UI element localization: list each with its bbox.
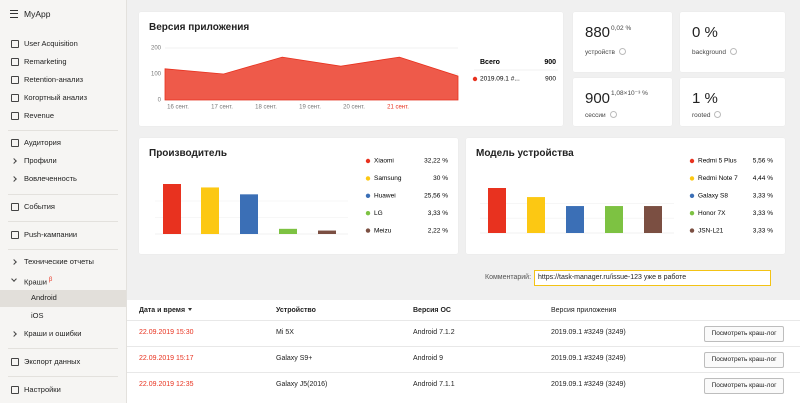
nav-icon (11, 386, 19, 394)
view-log-button[interactable]: Посмотреть краш-лог (704, 352, 784, 368)
column-header-text: Дата и время (139, 307, 186, 314)
beta-badge: β (48, 277, 53, 283)
table-cell: Android 7.1.2 (413, 329, 455, 336)
table-cell: 2019.09.1 #3249 (3249) (551, 329, 626, 336)
sort-arrow (188, 308, 193, 311)
table-row: 22.09.2019 15:30 Mi 5X Android 7.1.2 2019.0… (127, 320, 800, 346)
nav-icon (11, 231, 19, 239)
comment-label: Комментарий: (485, 274, 532, 281)
table-cell: Android 9 (413, 355, 443, 362)
table-cell: 22.09.2019 12:35 (139, 381, 194, 388)
manufacturer-card: Производитель (139, 138, 458, 254)
table-cell: Mi 5X (276, 329, 294, 336)
nav-item[interactable]: Настройки (24, 385, 61, 394)
nav-item[interactable]: Когортный анализ (24, 93, 88, 102)
metric-note: 0,02 % (611, 25, 632, 32)
column-header: Устройство (276, 307, 316, 314)
info-icon[interactable] (714, 111, 722, 118)
nav-icon (11, 203, 19, 211)
nav-icon (11, 94, 19, 102)
column-header[interactable]: Дата и время (139, 307, 193, 314)
nav-item[interactable]: User Acquisition (24, 39, 78, 48)
menu-icon[interactable] (10, 10, 18, 18)
metric-card: 1 % rooted (680, 78, 785, 126)
divider (8, 376, 118, 377)
info-icon[interactable] (609, 111, 617, 118)
nav-icon (11, 76, 19, 84)
metric-card: 880 0,02 % устройств (573, 12, 672, 72)
nav-item[interactable]: Android (31, 293, 57, 302)
column-header: Версия ОС (413, 307, 451, 314)
metric-label-text: устройств (585, 49, 615, 56)
nav-item[interactable]: Retention-анализ (24, 75, 84, 84)
metric-note: 1,08×10⁻³ % (611, 90, 648, 97)
metric-value: 1 % (692, 90, 718, 107)
metric-value: 0 % (692, 24, 718, 41)
divider (8, 130, 118, 131)
table-cell: 2019.09.1 #3249 (3249) (551, 381, 626, 388)
nav-item[interactable]: Push-кампании (24, 230, 78, 239)
divider (8, 194, 118, 195)
nav-item[interactable]: Экспорт данных (24, 357, 81, 366)
table-row: 22.09.2019 15:17 Galaxy S9+ Android 9 2019.… (127, 346, 800, 372)
version-card: Версия приложения (139, 12, 563, 126)
table-cell: Galaxy S9+ (276, 355, 313, 362)
chevron (11, 331, 17, 337)
chevron (11, 276, 17, 282)
nav-icon (11, 112, 19, 120)
table-cell: 2019.09.1 #3249 (3249) (551, 355, 626, 362)
card-title: Версия приложения (149, 22, 250, 33)
table-cell: 22.09.2019 15:30 (139, 329, 194, 336)
card-title: Производитель (149, 148, 227, 159)
table-cell: 22.09.2019 15:17 (139, 355, 194, 362)
nav-icon (11, 40, 19, 48)
nav-item[interactable]: Краши и ошибки (24, 329, 82, 338)
model-card: Модель устройства (466, 138, 785, 254)
app-name: MyApp (24, 9, 51, 19)
nav-item[interactable]: Краши β (24, 277, 53, 287)
info-icon[interactable] (729, 48, 737, 55)
nav-item[interactable]: Технические отчеты (24, 257, 94, 266)
table-row: 22.09.2019 12:35 Galaxy J5(2016) Android 7… (127, 372, 800, 398)
view-log-button[interactable]: Посмотреть краш-лог (704, 378, 784, 394)
nav-item[interactable]: Remarketing (24, 57, 67, 66)
metric-label-text: сессии (585, 112, 606, 119)
card-title: Модель устройства (476, 148, 574, 159)
divider (8, 221, 118, 222)
metric-value: 880 (585, 24, 611, 41)
chevron (11, 176, 17, 182)
selected-bg (0, 290, 126, 307)
nav-icon (11, 139, 19, 147)
nav-icon (11, 358, 19, 366)
divider (8, 348, 118, 349)
metric-label: background (692, 48, 737, 56)
metric-label: rooted (692, 111, 722, 119)
sidebar: MyApp User Acquisition Remarketing Retenti… (0, 0, 127, 403)
metric-value: 900 (585, 90, 611, 107)
table-cell: Android 7.1.1 (413, 381, 455, 388)
metric-label: устройств (585, 48, 626, 56)
nav-item[interactable]: Вовлеченность (24, 174, 77, 183)
nav-item[interactable]: Revenue (24, 111, 55, 120)
table-cell: Galaxy J5(2016) (276, 381, 328, 388)
metric-label-text: rooted (692, 112, 711, 119)
nav-item[interactable]: События (24, 202, 55, 211)
metric-label-text: background (692, 49, 726, 56)
nav-item[interactable]: Аудитория (24, 138, 61, 147)
metric-card: 0 % background (680, 12, 785, 72)
comment-input[interactable]: https://task-manager.ru/issue-123 уже в … (534, 270, 771, 286)
nav-icon (11, 58, 19, 66)
divider (8, 249, 118, 250)
metric-label: сессии (585, 111, 617, 119)
nav-item[interactable]: Профили (24, 156, 57, 165)
info-icon[interactable] (618, 48, 626, 55)
view-log-button[interactable]: Посмотреть краш-лог (704, 326, 784, 342)
nav-item[interactable]: iOS (31, 311, 44, 320)
chevron (11, 259, 17, 265)
menu-icon-middle (10, 13, 18, 14)
metric-card: 900 1,08×10⁻³ % сессии (573, 78, 672, 126)
column-header: Версия приложения (551, 307, 617, 314)
chevron (11, 158, 17, 164)
